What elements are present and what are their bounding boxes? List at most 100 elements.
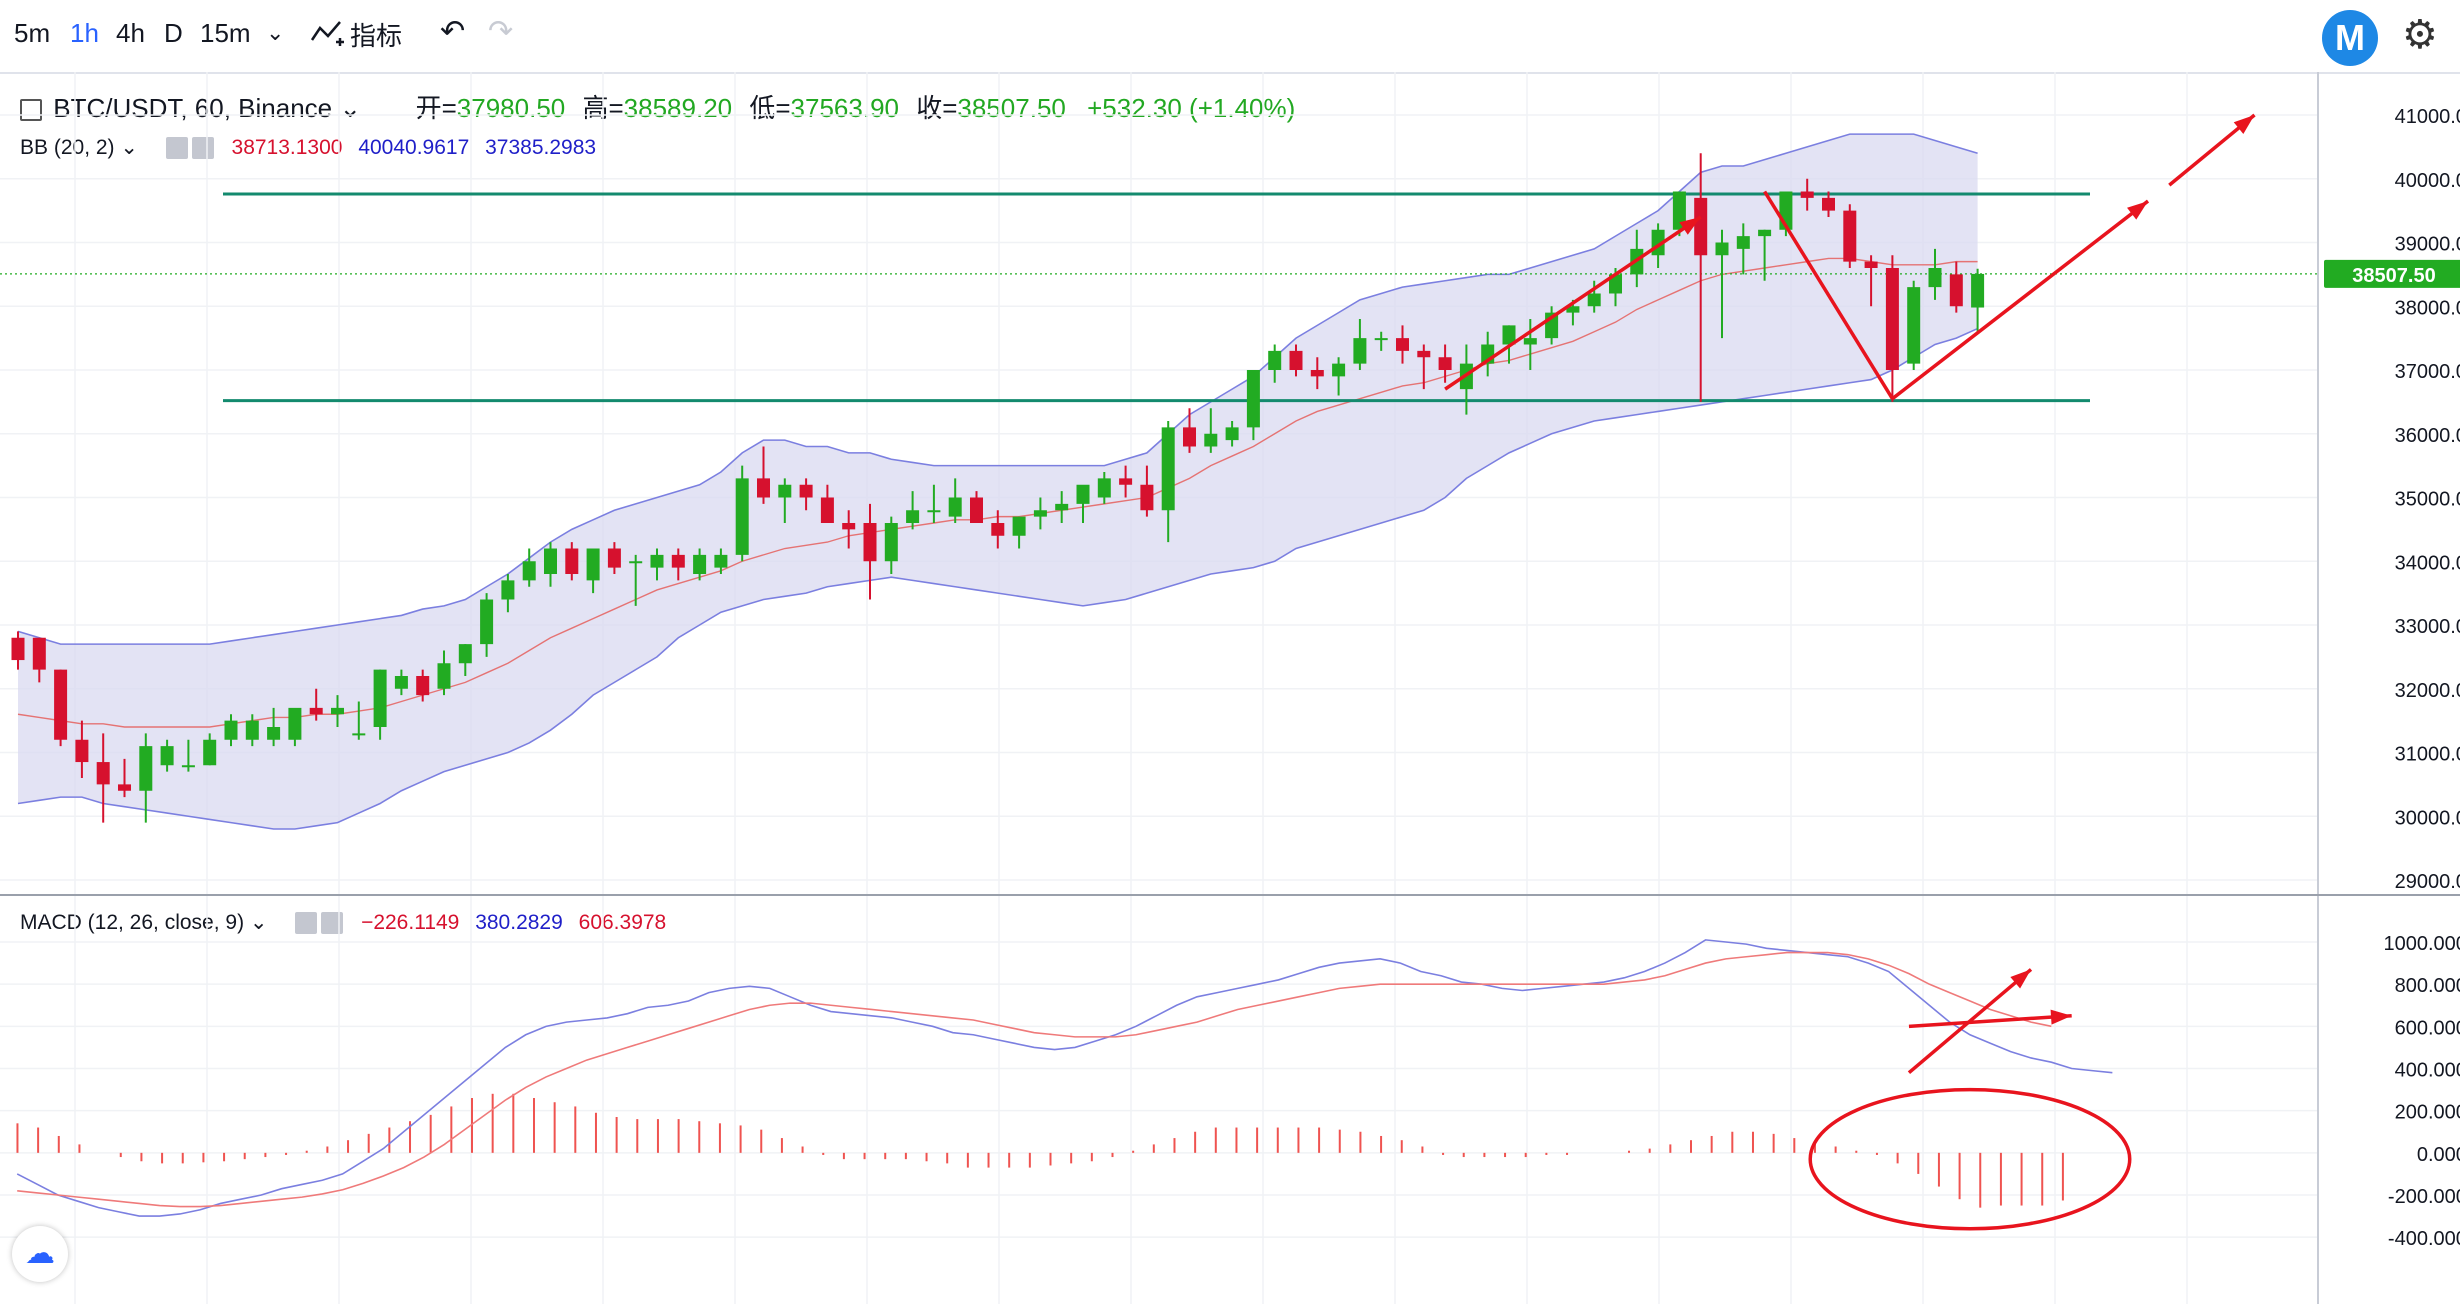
candle-body[interactable] — [139, 746, 153, 791]
candle-body[interactable] — [1864, 261, 1878, 268]
candle-body[interactable] — [799, 484, 813, 498]
candle-body[interactable] — [1949, 274, 1963, 307]
candle-body[interactable] — [181, 765, 195, 768]
candle-body[interactable] — [778, 484, 792, 498]
candle-body[interactable] — [1822, 197, 1835, 211]
brand-logo-icon[interactable]: M — [2322, 10, 2378, 66]
candle-body[interactable] — [1097, 478, 1111, 498]
symbol-label[interactable]: BTC/USDT, 60, Binance — [53, 93, 333, 123]
timeframe-4h[interactable]: 4h — [116, 18, 145, 48]
chevron-down-icon[interactable]: ⌄ — [266, 20, 285, 45]
candle-body[interactable] — [735, 478, 749, 555]
candle-body[interactable] — [1268, 350, 1282, 370]
candle-body[interactable] — [1609, 274, 1622, 294]
macd-annotation-ellipse[interactable] — [1808, 1087, 2132, 1231]
candle-body[interactable] — [1694, 197, 1708, 256]
candle-body[interactable] — [1523, 338, 1537, 345]
candle-body[interactable] — [820, 497, 834, 524]
candle-body[interactable] — [948, 497, 962, 517]
candle-body[interactable] — [1672, 191, 1686, 230]
chevron-down-icon[interactable]: ⌄ — [244, 911, 268, 934]
timeframe-1h[interactable]: 1h — [70, 18, 99, 48]
candle-body[interactable] — [458, 644, 472, 664]
candle-body[interactable] — [1332, 363, 1346, 377]
candle-body[interactable] — [1289, 350, 1303, 370]
tradingview-logo-icon[interactable]: ☁ — [12, 1226, 68, 1282]
candle-body[interactable] — [650, 554, 664, 568]
candle-body[interactable] — [1907, 287, 1921, 364]
candle-body[interactable] — [394, 676, 408, 689]
candle-body[interactable] — [607, 548, 621, 568]
candle-body[interactable] — [373, 669, 387, 727]
candle-body[interactable] — [522, 561, 536, 581]
candle-body[interactable] — [416, 676, 430, 696]
price-chart[interactable]: 41000.00 40000.00 39000.00 38000.00 37000.00… — [0, 72, 2460, 1304]
candle-body[interactable] — [501, 580, 515, 600]
candle-body[interactable] — [203, 739, 217, 766]
candle-body[interactable] — [480, 599, 494, 645]
candle-body[interactable] — [54, 669, 68, 740]
candle-body[interactable] — [693, 554, 707, 574]
bb-label[interactable]: BB (20, 2) — [20, 136, 115, 159]
candle-body[interactable] — [1374, 338, 1388, 341]
candle-body[interactable] — [331, 707, 344, 715]
trend-arrow[interactable] — [1444, 215, 1702, 391]
collapse-icon[interactable] — [20, 99, 42, 122]
macd-annotation-arrow[interactable] — [1907, 968, 2033, 1075]
candle-body[interactable] — [1715, 242, 1729, 256]
timeframe-15m[interactable]: 15m — [200, 18, 251, 48]
candle-body[interactable] — [160, 746, 174, 766]
candle-body[interactable] — [757, 478, 770, 498]
candle-body[interactable] — [1971, 273, 1985, 308]
candle-body[interactable] — [1310, 370, 1324, 377]
close-icon[interactable] — [191, 137, 214, 160]
candle-body[interactable] — [224, 720, 238, 740]
candle-body[interactable] — [714, 554, 728, 568]
candle-body[interactable] — [544, 548, 557, 575]
candle-body[interactable] — [842, 523, 856, 530]
candle-body[interactable] — [1417, 350, 1431, 358]
candle-body[interactable] — [1246, 370, 1260, 428]
candle-body[interactable] — [1183, 427, 1196, 447]
candle-body[interactable] — [1353, 338, 1367, 364]
candle-body[interactable] — [1119, 478, 1133, 485]
candle-body[interactable] — [565, 548, 579, 575]
candle-body[interactable] — [1736, 236, 1750, 249]
candle-body[interactable] — [629, 561, 643, 564]
macd-label[interactable]: MACD (12, 26, close, 9) — [20, 911, 245, 934]
candle-body[interactable] — [1140, 484, 1154, 511]
candle-body[interactable] — [1502, 325, 1516, 345]
candle-body[interactable] — [906, 510, 920, 523]
timeframe-5m[interactable]: 5m — [14, 18, 51, 48]
candle-body[interactable] — [884, 523, 898, 562]
candle-body[interactable] — [1438, 357, 1452, 370]
candle-body[interactable] — [927, 510, 941, 513]
chevron-down-icon[interactable]: ⌄ — [114, 136, 138, 159]
candle-body[interactable] — [267, 727, 281, 740]
candle-body[interactable] — [1012, 516, 1026, 536]
macd-annotation-arrow[interactable] — [1908, 1014, 2072, 1029]
candle-body[interactable] — [991, 523, 1005, 536]
candle-body[interactable] — [1843, 210, 1857, 262]
gear-icon[interactable]: ⚙ — [2402, 13, 2438, 57]
eye-icon[interactable] — [165, 137, 188, 160]
candle-body[interactable] — [118, 784, 131, 791]
indicators-button[interactable]: 指标 — [310, 16, 402, 53]
candle-body[interactable] — [970, 497, 983, 524]
candle-body[interactable] — [586, 548, 600, 581]
candle-body[interactable] — [437, 663, 451, 689]
candle-body[interactable] — [1566, 306, 1580, 313]
candle-body[interactable] — [1885, 268, 1899, 370]
candle-body[interactable] — [1204, 433, 1218, 447]
candle-body[interactable] — [245, 720, 259, 740]
candle-body[interactable] — [11, 637, 25, 661]
candle-body[interactable] — [1076, 484, 1090, 504]
trend-line[interactable] — [1763, 190, 1894, 400]
candle-body[interactable] — [1396, 338, 1409, 351]
candle-body[interactable] — [1225, 427, 1239, 441]
close-icon[interactable] — [321, 912, 344, 935]
trend-arrow[interactable] — [1891, 199, 2150, 401]
candle-body[interactable] — [1587, 293, 1601, 307]
candle-body[interactable] — [75, 739, 89, 763]
candle-body[interactable] — [863, 523, 877, 562]
